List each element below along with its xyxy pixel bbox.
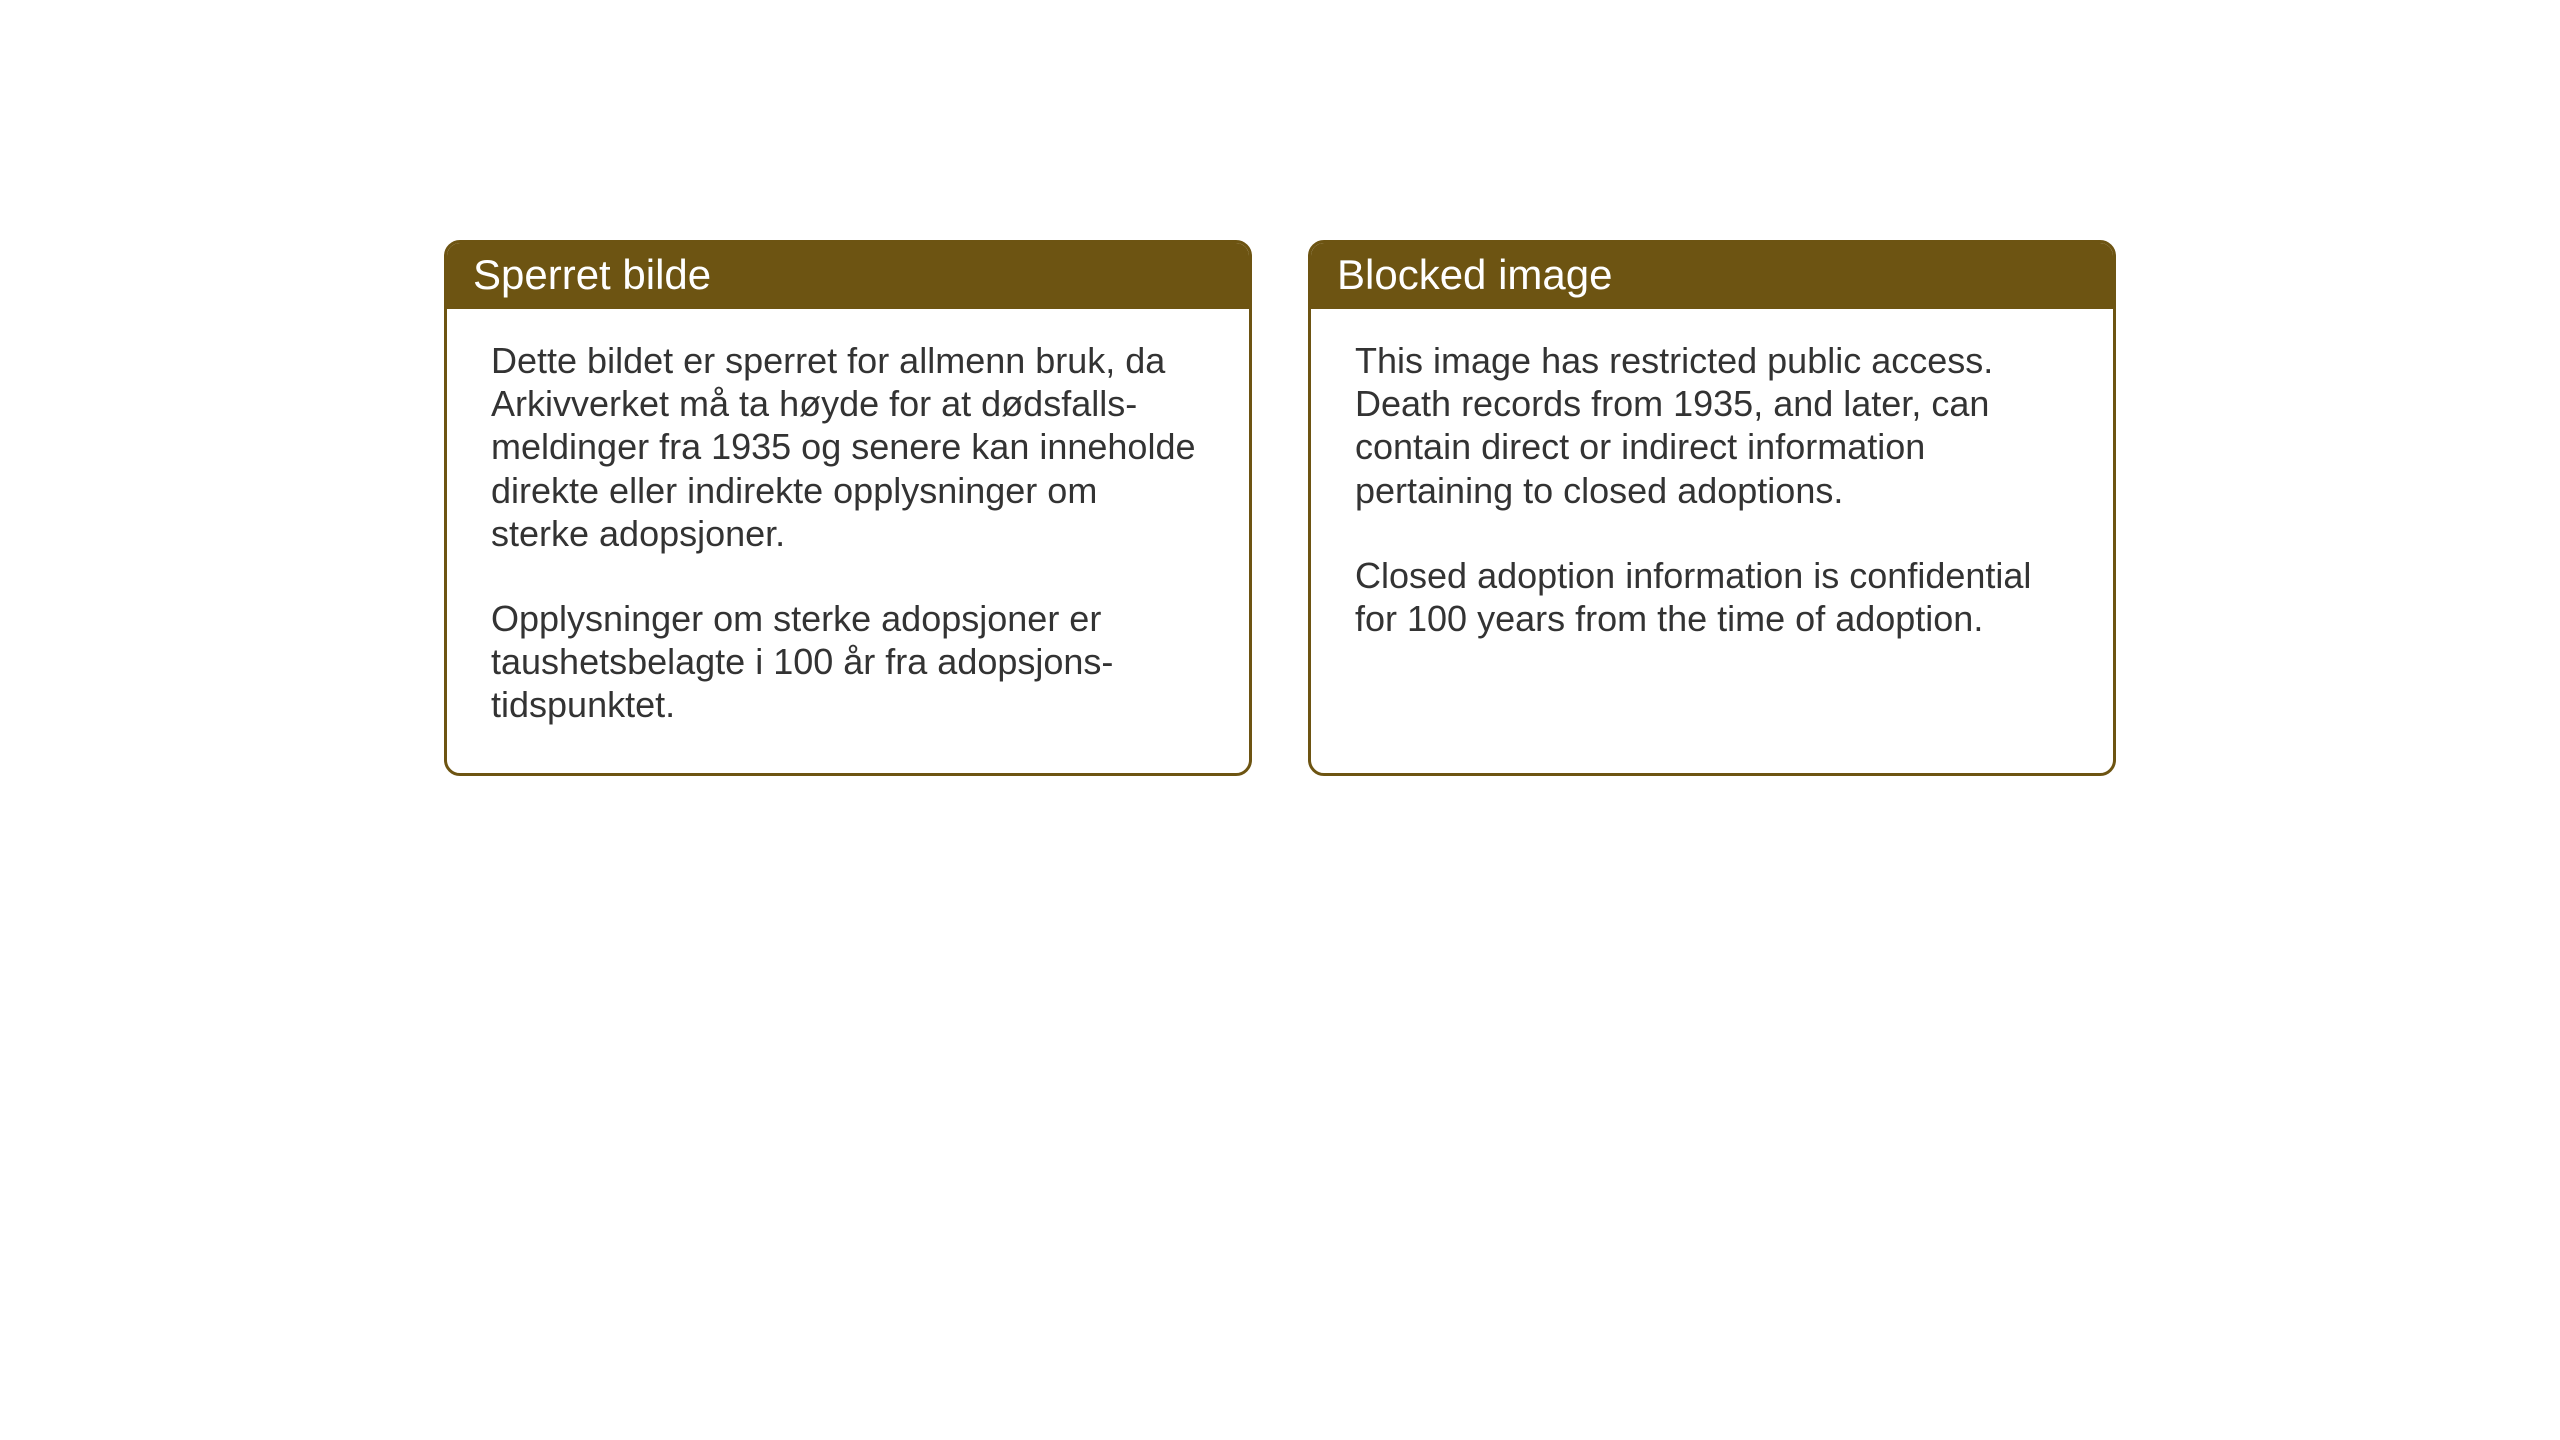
card-norwegian: Sperret bilde Dette bildet er sperret fo… xyxy=(444,240,1252,776)
card-body-english: This image has restricted public access.… xyxy=(1311,309,2113,686)
card-paragraph-1-norwegian: Dette bildet er sperret for allmenn bruk… xyxy=(491,339,1205,555)
card-paragraph-2-english: Closed adoption information is confident… xyxy=(1355,554,2069,640)
cards-container: Sperret bilde Dette bildet er sperret fo… xyxy=(0,0,2560,776)
card-paragraph-2-norwegian: Opplysninger om sterke adopsjoner er tau… xyxy=(491,597,1205,727)
card-body-norwegian: Dette bildet er sperret for allmenn bruk… xyxy=(447,309,1249,773)
card-english: Blocked image This image has restricted … xyxy=(1308,240,2116,776)
card-header-norwegian: Sperret bilde xyxy=(447,243,1249,309)
card-paragraph-1-english: This image has restricted public access.… xyxy=(1355,339,2069,512)
card-header-english: Blocked image xyxy=(1311,243,2113,309)
